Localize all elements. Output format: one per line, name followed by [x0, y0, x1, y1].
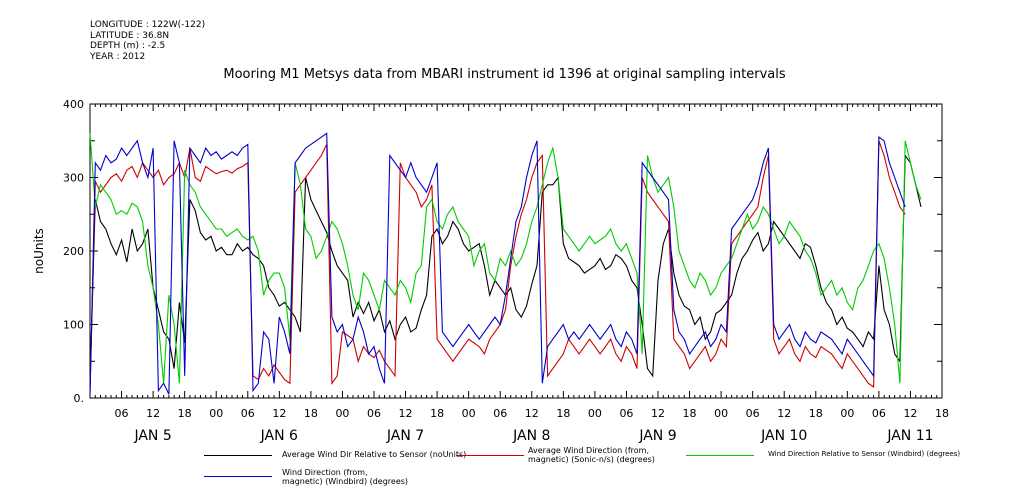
x-day-label: JAN 5 [133, 428, 171, 444]
y-tick-label: 0. [74, 392, 85, 405]
y-axis-label: noUnits [32, 228, 46, 274]
x-tick-label: 18 [304, 407, 318, 420]
legend-label-1: Average Wind Direction (from, magnetic) … [528, 446, 655, 464]
depth-text: DEPTH (m) : -2.5 [90, 41, 166, 51]
x-tick-label: 12 [399, 407, 413, 420]
x-tick-label: 12 [272, 407, 286, 420]
metadata-block: LONGITUDE : 122W(-122) LATITUDE : 36.8N … [90, 20, 205, 62]
x-tick-label: 06 [241, 407, 255, 420]
x-tick-label: 00 [588, 407, 602, 420]
legend-swatch-red [456, 455, 524, 456]
x-tick-label: 00 [462, 407, 476, 420]
x-tick-label: 06 [872, 407, 886, 420]
x-tick-label: 18 [809, 407, 823, 420]
x-tick-label: 06 [367, 407, 381, 420]
series-line-3 [89, 132, 906, 395]
series-line-2 [89, 133, 922, 384]
latitude-text: LATITUDE : 36.8N [90, 30, 170, 41]
x-tick-label: 00 [840, 407, 854, 420]
x-tick-label: 06 [115, 407, 129, 420]
x-tick-label: 18 [178, 407, 192, 420]
series-line-0 [89, 153, 922, 384]
legend-swatch-blue [204, 476, 272, 477]
x-tick-label: 00 [335, 407, 349, 420]
x-tick-label: 00 [714, 407, 728, 420]
x-tick-label: 06 [746, 407, 760, 420]
x-tick-label: 06 [619, 407, 633, 420]
x-tick-label: 18 [430, 407, 444, 420]
y-tick-label: 400 [63, 98, 84, 111]
plot-frame [89, 103, 943, 399]
legend-label-0: Average Wind Dir Relative to Sensor (noU… [282, 450, 467, 459]
y-tick-label: 100 [63, 319, 84, 332]
x-tick-label: 18 [556, 407, 570, 420]
y-tick-label: 200 [63, 245, 84, 258]
x-day-label: JAN 7 [386, 428, 424, 444]
x-tick-label: 06 [493, 407, 507, 420]
legend-label-2: Wind Direction Relative to Sensor (Windb… [768, 450, 961, 458]
year-text: YEAR : 2012 [90, 51, 146, 62]
x-day-label: JAN 9 [638, 428, 676, 444]
legend-label-3: Wind Direction (from, magnetic) (Windbir… [282, 468, 409, 486]
x-tick-label: 00 [209, 407, 223, 420]
x-day-label: JAN 8 [512, 428, 550, 444]
x-tick-label: 12 [903, 407, 917, 420]
y-tick-label: 300 [63, 172, 84, 185]
x-tick-label: 12 [146, 407, 160, 420]
legend-swatch-green [686, 455, 754, 456]
legend-swatch-black [204, 455, 272, 456]
x-tick-label: 12 [525, 407, 539, 420]
chart-title: Mooring M1 Metsys data from MBARI instru… [223, 67, 786, 82]
x-day-label: JAN 6 [260, 428, 298, 444]
x-tick-label: 18 [683, 407, 697, 420]
longitude-text: LONGITUDE : 122W(-122) [90, 20, 206, 30]
x-tick-label: 18 [935, 407, 949, 420]
x-day-label: JAN 10 [760, 428, 807, 444]
x-tick-label: 12 [777, 407, 791, 420]
x-tick-label: 12 [651, 407, 665, 420]
x-day-label: JAN 11 [886, 428, 933, 444]
